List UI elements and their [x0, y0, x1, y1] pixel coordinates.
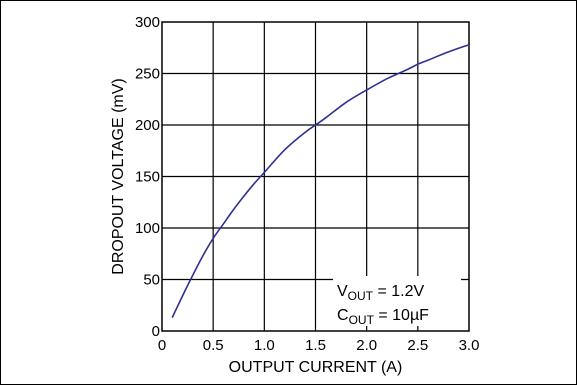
plot-area-border: [161, 21, 470, 332]
annotation-vout-value: = 1.2V: [373, 283, 424, 300]
annotation-cout-main: C: [337, 307, 349, 324]
series-line-dropout: [171, 43, 470, 318]
y-tick-label: 100: [135, 220, 160, 237]
x-tick-label: 3.0: [459, 337, 480, 354]
y-tick-labels: 0 50 100 150 200 250 300: [135, 14, 160, 340]
y-tick-label: 50: [143, 272, 160, 289]
annotation-vout-sub: OUT: [348, 289, 374, 303]
y-tick-label: 200: [135, 117, 160, 134]
y-tick-label: 250: [135, 66, 160, 83]
y-tick-label: 0: [152, 323, 160, 340]
annotation-cout: COUT = 10µF: [337, 307, 429, 327]
x-tick-label: 0: [158, 337, 166, 354]
annotation-box: [333, 276, 461, 326]
x-axis-label: OUTPUT CURRENT (A): [229, 359, 403, 376]
annotation-cout-sub: OUT: [349, 313, 375, 327]
x-tick-label: 2.0: [356, 337, 377, 354]
annotation-cout-value: = 10µF: [374, 307, 429, 324]
x-tick-label: 1.5: [305, 337, 326, 354]
x-tick-labels: 0 0.5 1.0 1.5 2.0 2.5 3.0: [158, 337, 480, 354]
y-axis-label: DROPOUT VOLTAGE (mV): [110, 78, 127, 274]
annotation-vout-main: V: [337, 283, 348, 300]
annotation-vout: VOUT = 1.2V: [337, 283, 424, 303]
y-tick-label: 300: [135, 14, 160, 31]
y-tick-label: 150: [135, 169, 160, 186]
x-tick-label: 1.0: [254, 337, 275, 354]
x-tick-label: 0.5: [203, 337, 224, 354]
x-tick-label: 2.5: [407, 337, 428, 354]
